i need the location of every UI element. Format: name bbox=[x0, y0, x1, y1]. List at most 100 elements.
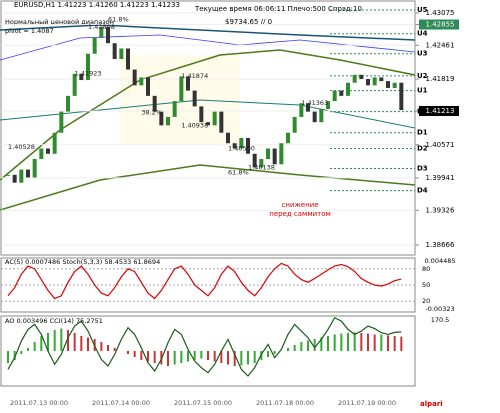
level-name: D4 bbox=[417, 187, 428, 195]
ao-bar bbox=[340, 333, 343, 351]
candle bbox=[299, 103, 304, 117]
time-label: 2011.07.15 00:00 bbox=[174, 399, 232, 407]
level-name: U2 bbox=[417, 72, 428, 80]
level-name: U3 bbox=[417, 50, 428, 58]
price-highlight bbox=[419, 19, 459, 30]
ao-bar bbox=[113, 348, 116, 351]
ao-bar bbox=[107, 345, 109, 351]
candle bbox=[6, 174, 10, 176]
cci-line bbox=[7, 316, 402, 377]
time-label: 2011.07.18 00:00 bbox=[256, 399, 314, 407]
candle bbox=[79, 73, 84, 81]
candle bbox=[92, 37, 97, 54]
candle bbox=[359, 74, 364, 80]
annotation: снижение перед саммитом bbox=[269, 201, 331, 218]
candle bbox=[26, 169, 30, 178]
level-name: U4 bbox=[417, 30, 428, 38]
ao-bar bbox=[13, 351, 16, 360]
ao-bar bbox=[53, 330, 56, 351]
candle bbox=[386, 81, 390, 88]
ao-bar bbox=[167, 351, 169, 366]
candle bbox=[126, 48, 130, 70]
ao-bar bbox=[240, 351, 243, 366]
level-name: D1 bbox=[417, 129, 428, 137]
price-label: 1.40500 bbox=[228, 145, 255, 153]
candle bbox=[59, 111, 64, 133]
ao-bar bbox=[87, 337, 89, 351]
annotation-line: перед саммитом bbox=[269, 210, 331, 218]
ao-bar bbox=[127, 351, 129, 354]
price-label: 1.41874 bbox=[181, 72, 208, 80]
price-label: 1.40938 bbox=[181, 121, 208, 129]
ao-bar bbox=[180, 351, 183, 363]
candle bbox=[346, 82, 350, 96]
ao-bar bbox=[380, 334, 383, 351]
candle bbox=[199, 106, 204, 123]
candle bbox=[252, 153, 257, 168]
candle bbox=[212, 111, 217, 126]
ao-bar bbox=[233, 351, 236, 366]
ac-bottom: -0.00323 bbox=[425, 305, 454, 313]
balance: $9734.65 // 0 bbox=[225, 18, 272, 26]
candle bbox=[399, 82, 404, 111]
candle bbox=[32, 159, 37, 178]
candle bbox=[206, 122, 210, 126]
ao-bar bbox=[360, 333, 363, 351]
ac-top: 0.004485 bbox=[424, 257, 455, 265]
ao-bar bbox=[293, 345, 296, 351]
ao-bar bbox=[393, 336, 396, 351]
candle bbox=[332, 90, 337, 102]
ao-bar bbox=[40, 336, 43, 351]
ao-bar bbox=[253, 351, 256, 363]
candle bbox=[72, 73, 77, 96]
candle bbox=[46, 148, 50, 154]
ao-frame bbox=[0, 315, 416, 387]
ao-bar bbox=[387, 335, 389, 351]
ao-bar bbox=[173, 351, 176, 365]
candle bbox=[272, 148, 277, 165]
panel-title: AC(5) 0.0007486 Stoch(5,3,3) 58.4533 61.… bbox=[5, 258, 160, 266]
ao-bar bbox=[80, 336, 83, 351]
ao-bar bbox=[273, 351, 276, 354]
price-label: 1.40528 bbox=[8, 143, 35, 151]
time-label: 2011.07.14 00:00 bbox=[92, 399, 150, 407]
candle bbox=[306, 103, 310, 112]
candle bbox=[246, 137, 250, 154]
ao-bar bbox=[353, 332, 356, 351]
candle bbox=[279, 143, 284, 165]
price-tick-label: 1.39326 bbox=[426, 206, 455, 214]
ma-line bbox=[0, 99, 416, 129]
candle bbox=[99, 26, 104, 38]
ao-bar bbox=[227, 351, 229, 365]
candle bbox=[152, 95, 157, 112]
price-label: 38.2% bbox=[141, 109, 162, 117]
ao-bar bbox=[220, 351, 223, 363]
price-tick-label: 1.39941 bbox=[426, 174, 455, 182]
ao-bar bbox=[307, 340, 309, 351]
panel-title: AO 0.003496 CCI(14) 75.2751 bbox=[5, 317, 103, 325]
stoch-line bbox=[7, 262, 402, 300]
candle bbox=[219, 111, 224, 133]
candle bbox=[66, 95, 70, 112]
candle bbox=[132, 69, 137, 86]
price-label: 61.8% bbox=[108, 16, 129, 24]
ao-bar bbox=[213, 351, 216, 362]
price-tick-label: 1.40571 bbox=[426, 141, 455, 149]
candle bbox=[259, 159, 264, 168]
candle bbox=[52, 132, 57, 154]
candle bbox=[86, 53, 90, 81]
ao-bar bbox=[20, 351, 23, 354]
ao-bar bbox=[267, 351, 269, 357]
ao-bar bbox=[133, 351, 136, 357]
candle bbox=[266, 148, 270, 160]
candle bbox=[186, 76, 190, 91]
candle bbox=[366, 79, 370, 86]
symbol: EURUSD,H1 1.41223 1.41260 1.41223 1.4123… bbox=[14, 1, 180, 9]
brand: alpari bbox=[420, 400, 443, 408]
ao-bar bbox=[327, 336, 329, 351]
ao-bar bbox=[400, 336, 403, 351]
cci-top: 170.5 bbox=[431, 316, 450, 324]
price-tick-label: 1.43075 bbox=[426, 9, 455, 17]
ao-bar bbox=[73, 333, 76, 351]
